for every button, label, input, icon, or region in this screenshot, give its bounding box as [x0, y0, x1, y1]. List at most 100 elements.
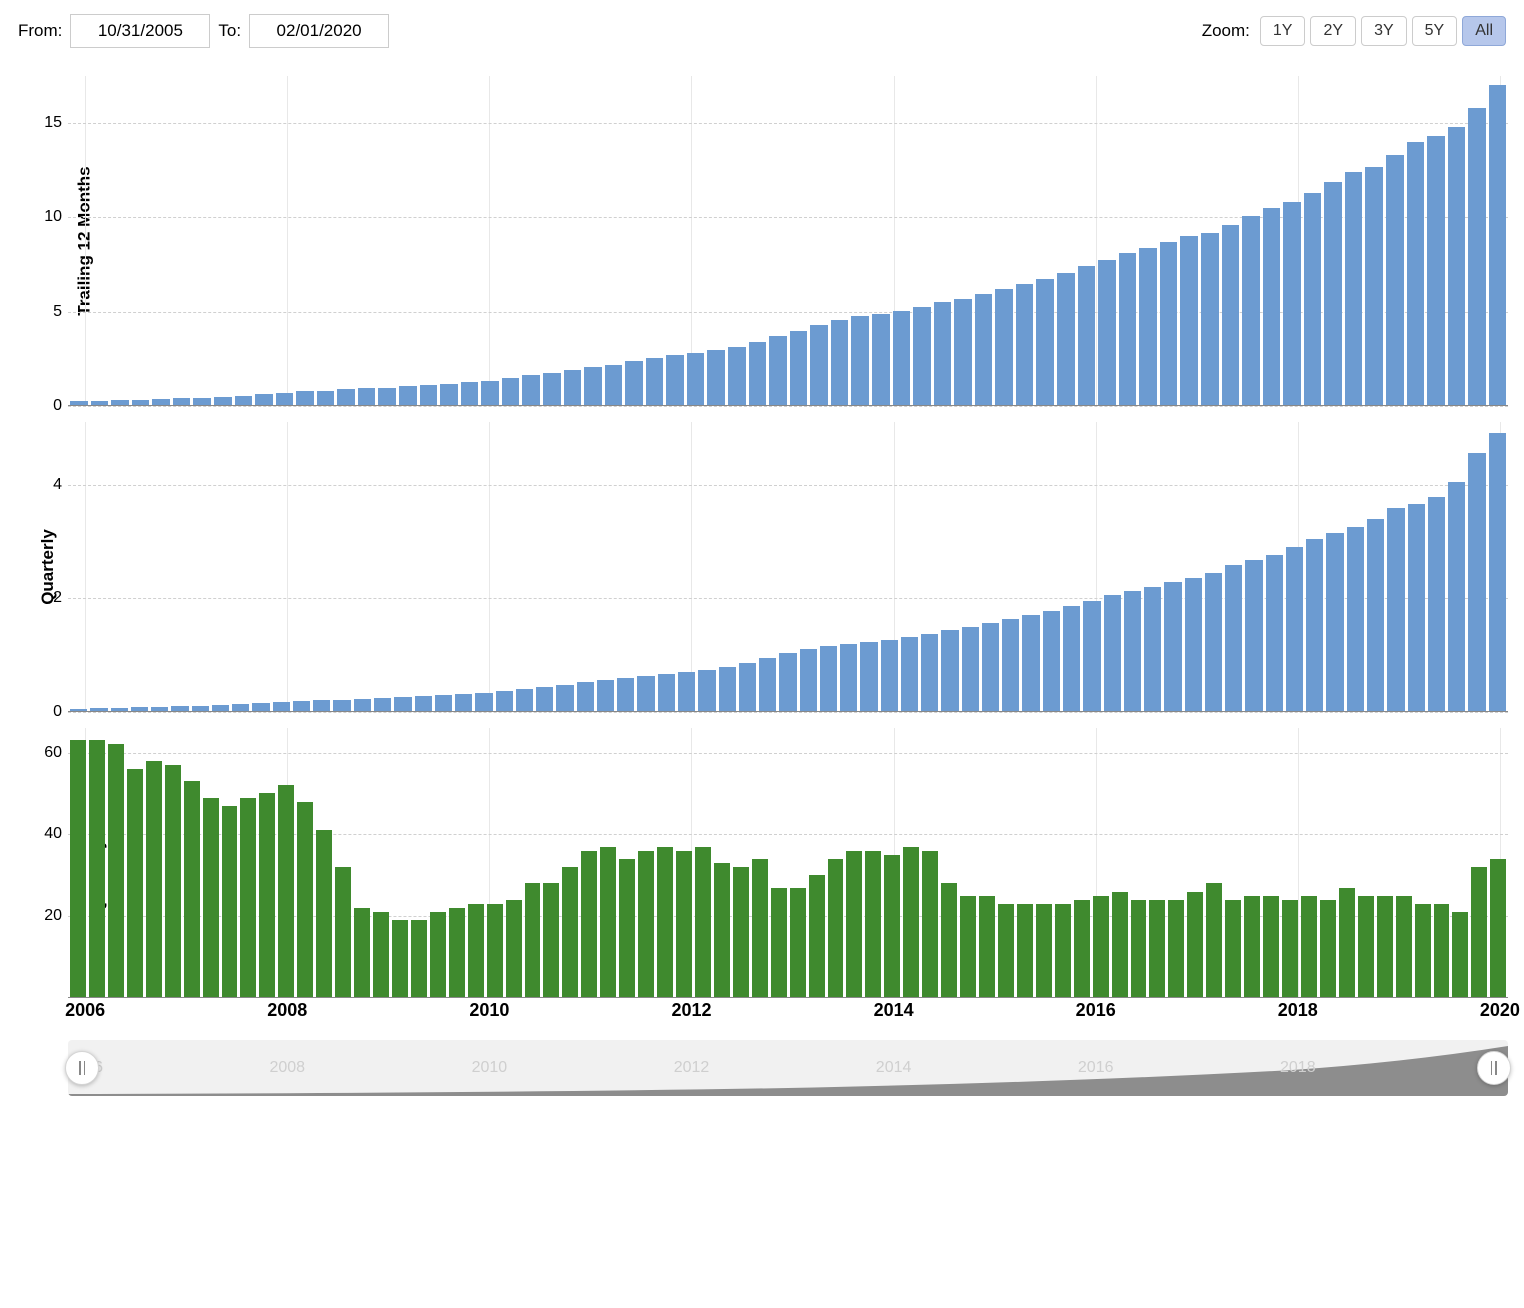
bar[interactable] — [1266, 555, 1283, 712]
bar[interactable] — [1225, 565, 1242, 712]
bar[interactable] — [1306, 539, 1323, 712]
plot-quarterly[interactable]: 024 — [68, 422, 1508, 712]
bar[interactable] — [719, 667, 736, 712]
bar[interactable] — [373, 912, 389, 998]
bar[interactable] — [577, 682, 594, 712]
bar[interactable] — [1489, 85, 1507, 406]
bar[interactable] — [1225, 900, 1241, 998]
bar[interactable] — [1304, 193, 1322, 406]
plot-yoy[interactable]: 204060 — [68, 728, 1508, 998]
bar[interactable] — [1324, 182, 1342, 406]
bar[interactable] — [687, 353, 705, 406]
bar[interactable] — [1448, 482, 1465, 712]
bar[interactable] — [831, 320, 849, 406]
zoom-button-2y[interactable]: 2Y — [1310, 16, 1356, 46]
bar[interactable] — [893, 311, 911, 406]
bar[interactable] — [1452, 912, 1468, 998]
zoom-button-3y[interactable]: 3Y — [1361, 16, 1407, 46]
bar[interactable] — [394, 697, 411, 712]
bar[interactable] — [1168, 900, 1184, 998]
bar[interactable] — [846, 851, 862, 998]
bar[interactable] — [1139, 248, 1157, 406]
bar[interactable] — [1242, 216, 1260, 406]
bar[interactable] — [317, 391, 335, 406]
bar[interactable] — [278, 785, 294, 998]
to-date-input[interactable] — [249, 14, 389, 48]
bar[interactable] — [1164, 582, 1181, 712]
bar[interactable] — [1358, 896, 1374, 998]
bar[interactable] — [676, 851, 692, 998]
bar[interactable] — [259, 793, 275, 998]
bar[interactable] — [809, 875, 825, 998]
bar[interactable] — [901, 637, 918, 712]
bar[interactable] — [1083, 601, 1100, 712]
bar[interactable] — [165, 765, 181, 998]
bar[interactable] — [1386, 155, 1404, 406]
bar[interactable] — [1036, 904, 1052, 998]
bar[interactable] — [1339, 888, 1355, 998]
bar[interactable] — [1205, 573, 1222, 712]
bar[interactable] — [1367, 519, 1384, 712]
bar[interactable] — [666, 355, 684, 406]
bar[interactable] — [543, 883, 559, 998]
bar[interactable] — [358, 388, 376, 406]
bar[interactable] — [556, 685, 573, 712]
bar[interactable] — [146, 761, 162, 998]
bar[interactable] — [70, 740, 86, 998]
bar[interactable] — [982, 623, 999, 712]
bar[interactable] — [1345, 172, 1363, 406]
bar[interactable] — [1283, 202, 1301, 406]
bar[interactable] — [790, 888, 806, 998]
bar[interactable] — [316, 830, 332, 998]
navigator-handle-right[interactable] — [1477, 1051, 1511, 1085]
bar[interactable] — [1098, 260, 1116, 406]
bar[interactable] — [658, 674, 675, 712]
bar[interactable] — [449, 908, 465, 998]
bar[interactable] — [1408, 504, 1425, 712]
bar[interactable] — [1326, 533, 1343, 712]
bar[interactable] — [1320, 900, 1336, 998]
bar[interactable] — [657, 847, 673, 998]
bar[interactable] — [707, 350, 725, 406]
bar[interactable] — [581, 851, 597, 998]
bar[interactable] — [562, 867, 578, 998]
bar[interactable] — [922, 851, 938, 998]
bar[interactable] — [1160, 242, 1178, 406]
bar[interactable] — [790, 331, 808, 406]
bar[interactable] — [203, 798, 219, 998]
bar[interactable] — [564, 370, 582, 406]
bar[interactable] — [296, 391, 314, 406]
bar[interactable] — [1489, 433, 1506, 712]
bar[interactable] — [1187, 892, 1203, 998]
bar[interactable] — [108, 744, 124, 998]
bar[interactable] — [979, 896, 995, 998]
bar[interactable] — [1490, 859, 1506, 998]
bar[interactable] — [1185, 578, 1202, 712]
bar[interactable] — [1286, 547, 1303, 712]
bar[interactable] — [921, 634, 938, 712]
bar[interactable] — [739, 663, 756, 712]
bar[interactable] — [89, 740, 105, 998]
bar[interactable] — [638, 851, 654, 998]
bar[interactable] — [1428, 497, 1445, 712]
bar[interactable] — [184, 781, 200, 998]
bar[interactable] — [1471, 867, 1487, 998]
bar[interactable] — [698, 670, 715, 712]
zoom-button-1y[interactable]: 1Y — [1260, 16, 1306, 46]
bar[interactable] — [435, 695, 452, 712]
bar[interactable] — [1093, 896, 1109, 998]
bar[interactable] — [779, 653, 796, 712]
bar[interactable] — [487, 904, 503, 998]
bar[interactable] — [733, 867, 749, 998]
bar[interactable] — [695, 847, 711, 998]
bar[interactable] — [378, 388, 396, 406]
bar[interactable] — [678, 672, 695, 712]
bar[interactable] — [619, 859, 635, 998]
bar[interactable] — [543, 373, 561, 406]
bar[interactable] — [903, 847, 919, 998]
bar[interactable] — [1415, 904, 1431, 998]
bar[interactable] — [625, 361, 643, 406]
bar[interactable] — [1427, 136, 1445, 406]
bar[interactable] — [810, 325, 828, 406]
bar[interactable] — [1022, 615, 1039, 712]
